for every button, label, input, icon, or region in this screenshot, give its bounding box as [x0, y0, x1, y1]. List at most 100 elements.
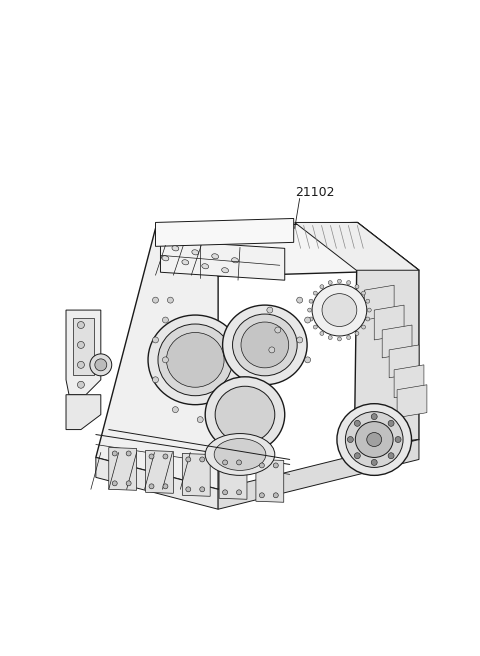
Ellipse shape: [212, 254, 218, 259]
Ellipse shape: [320, 285, 324, 289]
Ellipse shape: [328, 281, 332, 285]
Ellipse shape: [367, 432, 382, 447]
Ellipse shape: [167, 333, 224, 387]
Ellipse shape: [388, 453, 394, 459]
Ellipse shape: [322, 294, 357, 327]
Ellipse shape: [275, 327, 281, 333]
Ellipse shape: [172, 246, 179, 251]
Ellipse shape: [162, 256, 169, 261]
Polygon shape: [145, 451, 173, 493]
Ellipse shape: [77, 321, 84, 329]
Ellipse shape: [388, 420, 394, 426]
Ellipse shape: [192, 250, 199, 255]
Polygon shape: [374, 305, 404, 340]
Polygon shape: [397, 385, 427, 418]
Ellipse shape: [153, 337, 158, 343]
Ellipse shape: [337, 403, 411, 476]
Ellipse shape: [148, 315, 242, 405]
Ellipse shape: [197, 417, 203, 422]
Ellipse shape: [366, 317, 370, 321]
Ellipse shape: [308, 308, 312, 312]
Ellipse shape: [328, 336, 332, 340]
Ellipse shape: [223, 305, 307, 385]
Ellipse shape: [366, 299, 370, 303]
Ellipse shape: [297, 297, 302, 303]
Ellipse shape: [202, 264, 209, 269]
Ellipse shape: [149, 484, 154, 489]
Ellipse shape: [361, 325, 366, 329]
Polygon shape: [156, 218, 294, 247]
Ellipse shape: [223, 490, 228, 495]
Ellipse shape: [149, 454, 154, 459]
Polygon shape: [182, 453, 210, 497]
Ellipse shape: [347, 336, 350, 340]
Ellipse shape: [371, 459, 377, 465]
Ellipse shape: [361, 291, 366, 295]
Polygon shape: [156, 222, 419, 276]
Polygon shape: [66, 395, 101, 430]
Ellipse shape: [223, 460, 228, 465]
Ellipse shape: [77, 381, 84, 388]
Ellipse shape: [367, 308, 371, 312]
Text: 21102: 21102: [295, 186, 334, 199]
Ellipse shape: [237, 490, 241, 495]
Ellipse shape: [186, 457, 191, 462]
Polygon shape: [219, 457, 247, 499]
Ellipse shape: [346, 412, 403, 468]
Ellipse shape: [269, 347, 275, 353]
Ellipse shape: [237, 460, 241, 465]
Polygon shape: [218, 440, 419, 509]
Ellipse shape: [241, 322, 288, 368]
Ellipse shape: [162, 317, 168, 323]
Ellipse shape: [205, 434, 275, 476]
Ellipse shape: [371, 414, 377, 420]
Ellipse shape: [168, 297, 173, 303]
Ellipse shape: [337, 337, 341, 341]
Polygon shape: [354, 222, 419, 447]
Polygon shape: [382, 325, 412, 358]
Ellipse shape: [186, 487, 191, 492]
Ellipse shape: [112, 451, 117, 456]
Ellipse shape: [232, 258, 239, 263]
Ellipse shape: [312, 284, 367, 336]
Ellipse shape: [320, 331, 324, 335]
Polygon shape: [96, 228, 218, 489]
Ellipse shape: [259, 493, 264, 498]
Ellipse shape: [348, 436, 353, 443]
Ellipse shape: [354, 420, 360, 426]
Ellipse shape: [90, 354, 112, 376]
Ellipse shape: [355, 422, 393, 457]
Polygon shape: [109, 447, 137, 490]
Ellipse shape: [273, 463, 278, 468]
Polygon shape: [295, 222, 419, 270]
Ellipse shape: [205, 377, 285, 453]
Ellipse shape: [200, 457, 204, 462]
Ellipse shape: [232, 314, 297, 376]
Ellipse shape: [309, 299, 313, 303]
Polygon shape: [73, 318, 94, 375]
Ellipse shape: [126, 451, 131, 456]
Polygon shape: [364, 285, 394, 320]
Polygon shape: [394, 365, 424, 398]
Ellipse shape: [273, 493, 278, 498]
Ellipse shape: [354, 453, 360, 459]
Ellipse shape: [77, 341, 84, 348]
Ellipse shape: [222, 268, 228, 273]
Ellipse shape: [112, 481, 117, 486]
Ellipse shape: [309, 317, 313, 321]
Polygon shape: [160, 240, 285, 280]
Ellipse shape: [355, 331, 359, 335]
Ellipse shape: [77, 361, 84, 368]
Ellipse shape: [305, 357, 311, 363]
Ellipse shape: [395, 436, 401, 443]
Ellipse shape: [305, 317, 311, 323]
Ellipse shape: [267, 307, 273, 313]
Polygon shape: [96, 457, 218, 509]
Ellipse shape: [95, 359, 107, 371]
Ellipse shape: [313, 291, 317, 295]
Ellipse shape: [259, 463, 264, 468]
Ellipse shape: [215, 386, 275, 443]
Ellipse shape: [126, 481, 131, 486]
Ellipse shape: [337, 279, 341, 283]
Ellipse shape: [200, 487, 204, 492]
